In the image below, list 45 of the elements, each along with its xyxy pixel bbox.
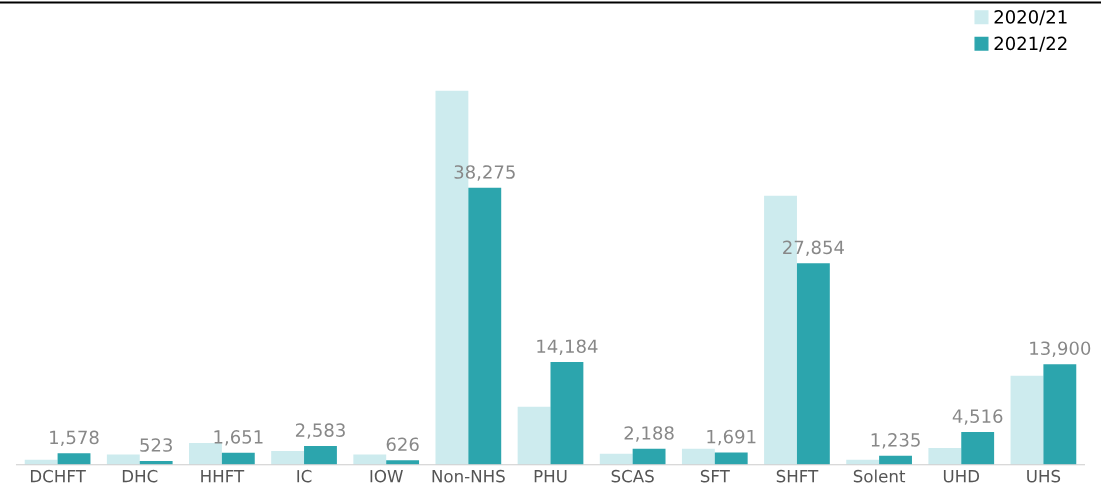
bar <box>221 452 255 465</box>
x-tick-label: IC <box>297 469 312 483</box>
bar <box>714 452 748 465</box>
data-label: 1,691 <box>707 429 756 446</box>
bar <box>681 448 715 465</box>
bar <box>57 453 91 465</box>
bar <box>796 263 830 465</box>
bar <box>468 187 502 465</box>
data-label: 14,184 <box>537 339 598 355</box>
data-label: 4,516 <box>952 409 1003 425</box>
x-tick-label: PHU <box>534 470 567 483</box>
legend-label: 2020/21 <box>994 10 1067 26</box>
data-label: 1,578 <box>50 430 99 447</box>
bar <box>599 453 633 465</box>
data-label: 27,854 <box>783 240 844 257</box>
x-tick-label: DHC <box>122 469 158 483</box>
data-label: 1,651 <box>214 430 263 446</box>
bar <box>517 406 551 465</box>
bar <box>271 450 305 465</box>
x-tick-label: UHD <box>943 470 980 483</box>
x-tick-label: SCAS <box>611 469 654 483</box>
data-label: 2,583 <box>295 423 345 439</box>
x-tick-label: SHFT <box>776 469 819 483</box>
x-tick-label: DCHFT <box>30 469 86 483</box>
x-tick-label: Solent <box>853 469 906 483</box>
bar <box>879 455 912 465</box>
x-tick-label: IOW <box>370 469 403 483</box>
data-label: 626 <box>386 437 419 452</box>
data-label: 1,235 <box>871 433 920 449</box>
data-label: 2,188 <box>624 426 674 442</box>
data-label: 523 <box>140 438 172 452</box>
x-tick-label: HHFT <box>201 470 245 483</box>
legend-label: 2021/22 <box>994 36 1067 52</box>
bar <box>1043 364 1077 465</box>
data-label: 13,900 <box>1030 341 1091 357</box>
bar <box>928 448 962 465</box>
bar <box>304 446 337 465</box>
data-label: 38,275 <box>454 165 515 181</box>
x-tick-label: UHS <box>1027 469 1061 483</box>
bar <box>1010 375 1044 465</box>
x-tick-label: Non-NHS <box>432 469 505 483</box>
bar <box>550 362 584 465</box>
x-tick-label: SFT <box>700 469 730 483</box>
bar <box>632 448 666 465</box>
bar <box>961 432 995 465</box>
